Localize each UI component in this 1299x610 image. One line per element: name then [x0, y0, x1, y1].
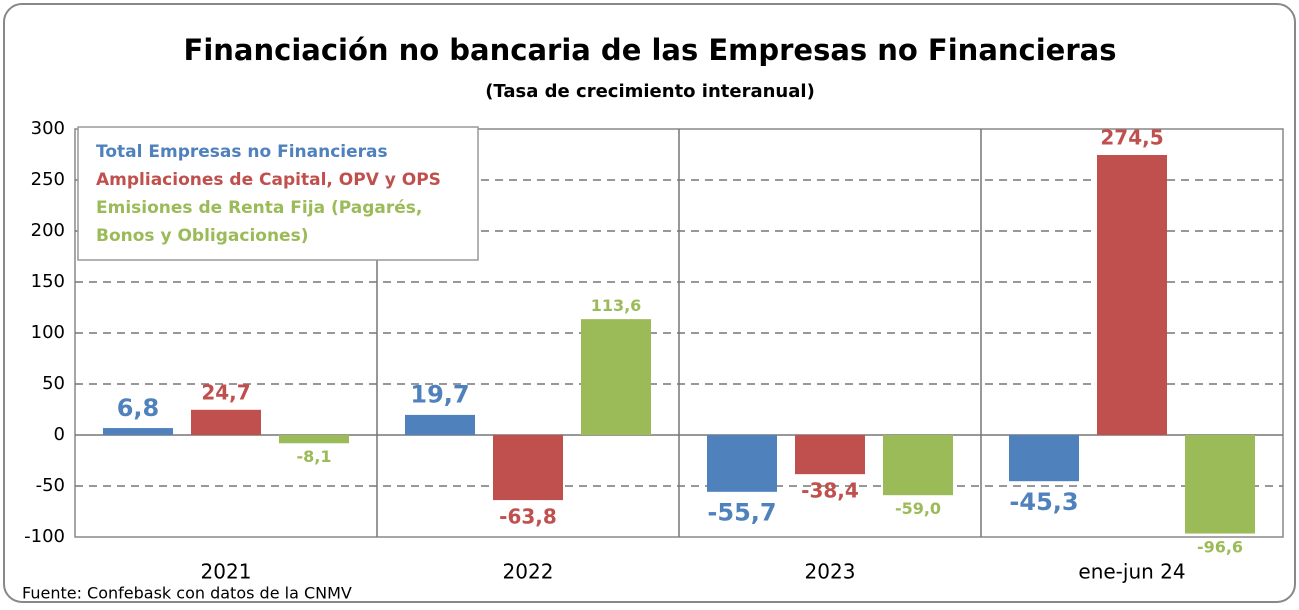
bar — [795, 435, 865, 475]
data-label: -45,3 — [1009, 488, 1078, 516]
y-tick-label: 50 — [42, 373, 65, 394]
bar — [191, 409, 261, 435]
legend-entry: Emisiones de Renta Fija (Pagarés, Bonos y… — [96, 198, 422, 246]
y-tick-label: 300 — [31, 118, 65, 139]
bar — [581, 319, 651, 435]
data-label: -38,4 — [801, 479, 859, 503]
legend-entry: Total Empresas no Financieras — [96, 142, 388, 162]
x-tick-label: 2021 — [201, 560, 252, 584]
x-tick-label: 2022 — [503, 560, 554, 584]
x-tick-label: ene-jun 24 — [1078, 560, 1185, 584]
bar — [707, 435, 777, 492]
data-label: -63,8 — [499, 505, 557, 529]
y-tick-label: 0 — [54, 424, 65, 445]
bar — [279, 435, 349, 444]
y-tick-label: 250 — [31, 169, 65, 190]
bar — [883, 435, 953, 496]
legend: Total Empresas no Financieras Ampliacione… — [77, 126, 479, 261]
data-label: -59,0 — [895, 499, 941, 518]
source-note: Fuente: Confebask con datos de la CNMV — [22, 584, 352, 603]
bar — [1097, 155, 1167, 435]
x-tick-label: 2023 — [805, 560, 856, 584]
data-label: -96,6 — [1197, 537, 1243, 556]
y-tick-label: -100 — [24, 526, 65, 547]
bar — [103, 428, 173, 435]
data-label: -8,1 — [297, 447, 332, 466]
bar — [493, 435, 563, 501]
data-label: 6,8 — [117, 394, 160, 422]
legend-box — [77, 126, 479, 261]
legend-entry: Ampliaciones de Capital, OPV y OPS — [96, 170, 441, 190]
data-label: 113,6 — [591, 296, 642, 315]
data-label: -55,7 — [707, 498, 776, 526]
bar — [1009, 435, 1079, 482]
y-tick-label: 150 — [31, 271, 65, 292]
y-tick-label: -50 — [36, 475, 65, 496]
data-label: 19,7 — [410, 381, 469, 409]
bar — [1185, 435, 1255, 534]
data-label: 274,5 — [1100, 126, 1163, 150]
y-tick-label: 200 — [31, 220, 65, 241]
y-tick-label: 100 — [31, 322, 65, 343]
chart-subtitle: (Tasa de crecimiento interanual) — [485, 81, 815, 102]
chart-title: Financiación no bancaria de las Empresas… — [184, 33, 1117, 67]
bar — [405, 414, 475, 435]
data-label: 24,7 — [201, 380, 250, 404]
